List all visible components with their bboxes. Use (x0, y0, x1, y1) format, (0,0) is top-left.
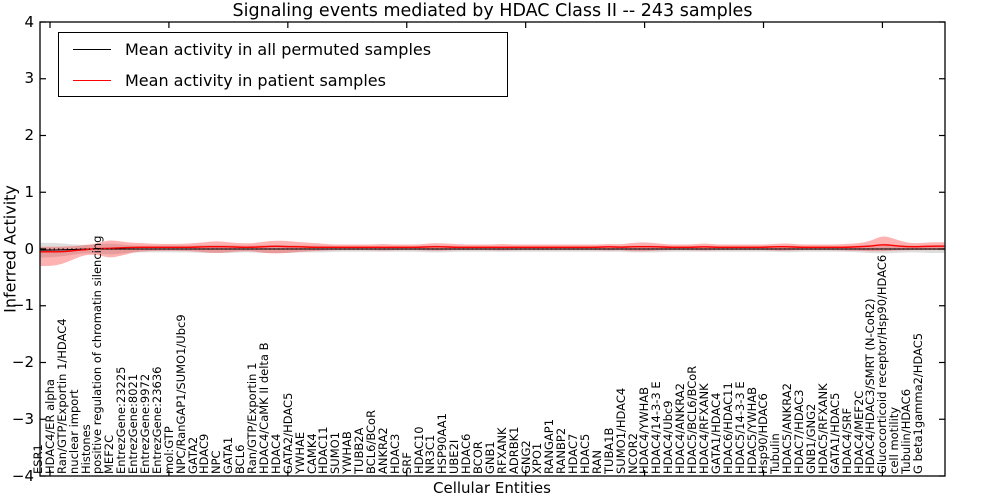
x-category-label: G beta1gamma2/HDAC5 (911, 332, 925, 474)
y-tick-label: −3 (11, 409, 34, 428)
y-tick-label: 4 (24, 12, 34, 31)
legend-label-patient: Mean activity in patient samples (125, 70, 386, 90)
x-axis-label: Cellular Entities (433, 479, 551, 497)
y-tick-label: 3 (24, 69, 34, 88)
x-category-label: nuclear import (66, 389, 81, 474)
x-category-label: mol:GTP (161, 426, 176, 474)
x-category-label: GATA1/HDAC5 (827, 392, 842, 474)
legend-entry-patient: Mean activity in patient samples (59, 65, 507, 95)
legend-label-permuted: Mean activity in all permuted samples (125, 39, 432, 59)
x-category-label: RFXANK (494, 427, 509, 475)
x-category-label: ADRBK1 (506, 426, 521, 474)
x-category-label: SUMO1/HDAC4 (613, 387, 628, 474)
x-category-label: HDAC5/14-3-3 E (732, 381, 747, 474)
chart-title: Signaling events mediated by HDAC Class … (232, 1, 753, 21)
x-category-label: TUBA1B (601, 427, 616, 474)
patient-mean-line (40, 244, 945, 253)
y-tick-label: 1 (24, 182, 34, 201)
y-tick-label: −4 (11, 466, 34, 485)
legend: Mean activity in all permuted samples Me… (58, 32, 508, 97)
legend-entry-permuted: Mean activity in all permuted samples (59, 34, 507, 64)
x-category-label: YWHAE (292, 431, 307, 474)
x-category-label: HDAC4/SRF (839, 407, 854, 474)
y-tick-label: 2 (24, 126, 34, 144)
y-tick-label: −1 (11, 296, 34, 315)
x-category-label: GATA2/HDAC5 (280, 392, 295, 474)
legend-line-permuted-icon (73, 48, 111, 50)
x-category-label: NPC/RanGAP1/SUMO1/Ubc9 (173, 314, 188, 474)
x-category-label: HDAC3 (387, 433, 402, 474)
y-tick-label: 0 (24, 239, 34, 258)
x-category-label: Ran/GTP/Exportin 1/HDAC4 (54, 318, 69, 474)
x-category-label: SRF (399, 452, 414, 474)
x-category-label: HDAC6/HDAC11 (720, 382, 735, 474)
confidence-band (40, 236, 945, 266)
y-tick-label: −2 (11, 353, 34, 371)
legend-line-patient-icon (73, 79, 111, 81)
